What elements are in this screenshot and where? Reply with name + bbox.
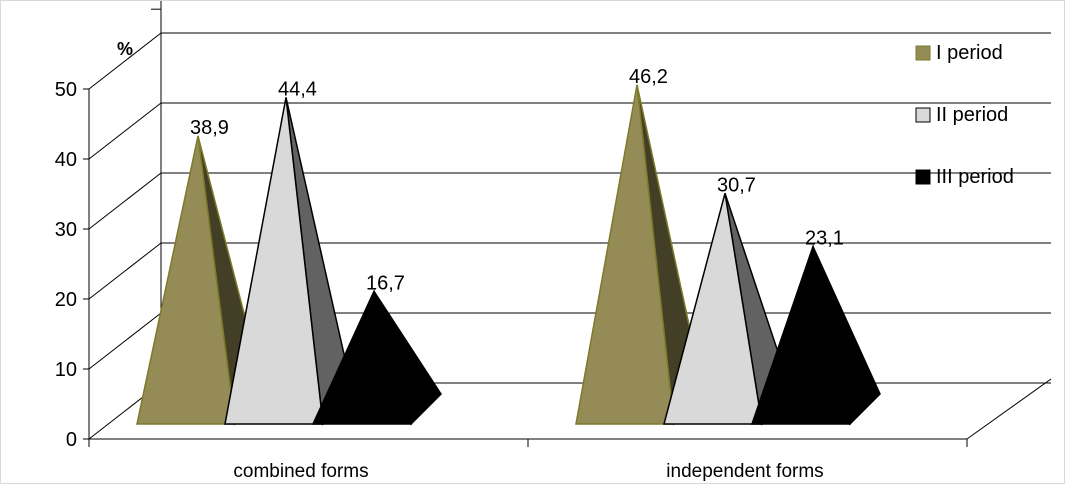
y-tick-label: 40 <box>55 149 77 171</box>
pyramid-0-1 <box>575 84 675 425</box>
gridline-side-40 <box>88 102 162 160</box>
data-label: 46,2 <box>629 66 668 88</box>
y-axis: 0 10 20 30 40 50% <box>55 39 133 451</box>
gridline-side-20 <box>88 242 162 300</box>
legend-swatch <box>915 45 931 61</box>
x-axis: combined forms independent forms <box>88 378 1052 482</box>
pyramid-1-1 <box>663 193 763 425</box>
legend-label: II period <box>936 104 1008 126</box>
pyramid-2-1 <box>750 243 851 425</box>
chart-marks: 38,9 46,2 44,4 30,7 16,7 23,1 <box>136 66 881 426</box>
gridline-side-50 <box>88 32 162 90</box>
category-label: combined forms <box>233 461 368 482</box>
y-tick-label: 20 <box>55 289 77 311</box>
data-label: 30,7 <box>717 174 756 196</box>
floor-right-edge <box>966 378 1052 440</box>
category-label: independent forms <box>666 461 823 482</box>
data-label: 44,4 <box>278 78 317 100</box>
gridline-side-10 <box>88 312 162 370</box>
y-tick-label: 50 <box>55 79 77 101</box>
y-tick-label: 10 <box>55 359 77 381</box>
legend-swatch <box>915 169 931 185</box>
pyramid-2-0 <box>311 289 412 425</box>
data-label: 16,7 <box>366 272 405 294</box>
data-label: 38,9 <box>190 117 229 139</box>
y-tick-label: 30 <box>55 219 77 241</box>
data-label: 23,1 <box>805 228 844 250</box>
gridline-side-30 <box>88 172 162 230</box>
pyramid-0-0 <box>136 135 236 425</box>
legend: I period II period III period <box>915 42 1014 188</box>
legend-swatch <box>915 107 931 123</box>
legend-label: III period <box>936 166 1014 188</box>
y-tick-label: 0 <box>66 429 77 451</box>
legend-label: I period <box>936 42 1003 64</box>
pyramid-1-0 <box>224 97 324 425</box>
y-axis-label: % <box>117 39 133 59</box>
